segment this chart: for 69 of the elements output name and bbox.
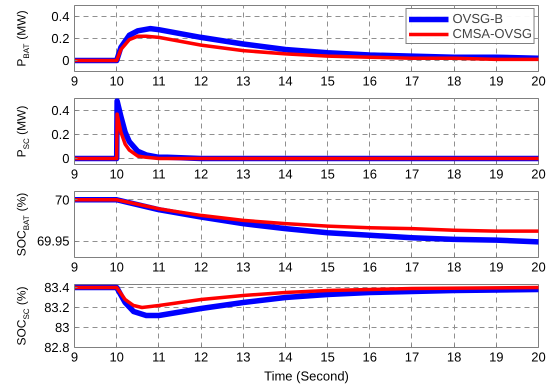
x-tick-label: 17 [404,166,420,182]
y-tick-label: 0.4 [51,9,70,24]
x-tick-label: 16 [362,74,378,88]
y-tick-label: 83.2 [44,300,70,315]
x-tick-label: 18 [446,74,462,88]
line-series [74,198,538,233]
y-tick-label: 83 [55,320,70,335]
x-tick-label: 12 [194,166,208,182]
x-tick-label: 14 [278,166,293,182]
y-axis-title: SOCSC (%) [14,286,31,346]
x-tick-label: 16 [362,350,378,364]
x-tick-label: 15 [320,260,335,274]
x-tick-label: 20 [531,166,546,182]
x-tick-label: 20 [531,74,546,88]
x-axis-title: Time (Second) [264,368,349,384]
x-tick-label: 15 [320,74,335,88]
x-tick-label: 16 [362,166,378,182]
x-tick-label: 14 [278,350,293,364]
x-tick-label: 13 [236,260,250,274]
x-tick-label: 9 [70,166,78,182]
x-tick-label: 15 [320,166,335,182]
y-tick-label: 82.8 [44,340,70,355]
x-tick-label: 11 [152,260,166,274]
y-axis-title: PBAT (MW) [14,10,31,67]
legend-label: OVSG-B [452,11,504,26]
x-tick-label: 13 [236,350,250,364]
x-tick-label: 14 [278,260,293,274]
x-tick-label: 19 [489,166,504,182]
x-tick-label: 18 [446,166,462,182]
x-tick-label: 9 [70,260,78,274]
x-tick-label: 10 [109,166,124,182]
y-tick-label: 0.2 [51,31,70,46]
x-tick-label: 14 [278,74,293,88]
x-tick-label: 12 [194,260,208,274]
legend-label: CMSA-OVSG [452,26,532,41]
x-tick-label: 11 [152,166,166,182]
x-tick-label: 20 [531,260,546,274]
x-tick-label: 16 [362,260,378,274]
x-tick-label: 11 [152,74,166,88]
x-tick-label: 18 [446,350,462,364]
x-tick-label: 12 [194,74,208,88]
y-tick-label: 0 [62,53,70,68]
x-tick-label: 17 [404,350,420,364]
x-tick-label: 10 [109,350,124,364]
x-tick-label: 19 [489,260,504,274]
x-tick-label: 12 [194,350,208,364]
x-tick-label: 17 [404,260,420,274]
x-tick-label: 10 [109,260,124,274]
x-tick-label: 9 [70,74,78,88]
x-tick-label: 17 [404,74,420,88]
line-series [74,286,538,310]
x-tick-label: 11 [152,350,166,364]
y-tick-label: 70 [55,192,70,208]
y-tick-label: 0 [62,151,70,166]
x-tick-label: 9 [70,350,78,364]
y-tick-label: 0.4 [51,103,70,118]
x-tick-label: 10 [109,74,124,88]
x-tick-label: 15 [320,350,335,364]
x-tick-label: 13 [236,74,250,88]
x-tick-label: 18 [446,260,462,274]
x-tick-label: 20 [531,350,546,364]
x-tick-label: 19 [489,74,504,88]
y-tick-label: 69.95 [36,234,70,248]
y-tick-label: 0.2 [51,127,70,142]
x-tick-label: 13 [236,166,250,182]
y-tick-label: 83.4 [44,280,70,295]
y-axis-title: SOCBAT (%) [14,192,31,256]
y-axis-title: PSC (MW) [14,106,31,158]
x-tick-label: 19 [489,350,504,364]
